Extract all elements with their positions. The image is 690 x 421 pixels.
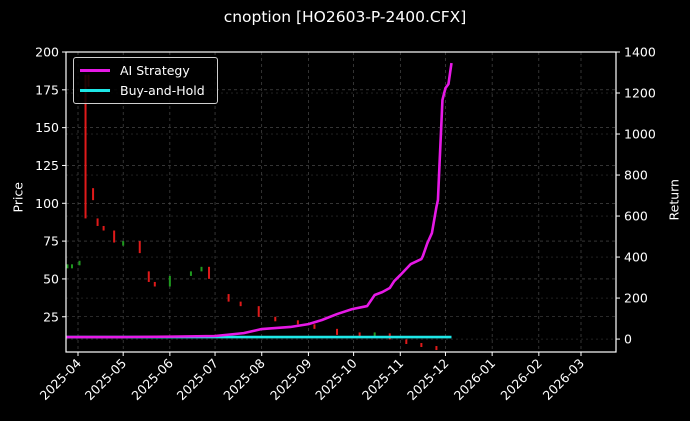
legend-item-ai-strategy: AI Strategy (80, 60, 190, 80)
svg-text:2025-09: 2025-09 (267, 355, 315, 403)
svg-text:2026-02: 2026-02 (497, 356, 545, 404)
svg-text:2025-06: 2025-06 (128, 355, 176, 403)
svg-text:2026-03: 2026-03 (540, 356, 588, 404)
svg-text:2025-05: 2025-05 (82, 356, 130, 404)
right-axis-label: Return (666, 179, 682, 221)
svg-text:800: 800 (624, 168, 648, 183)
legend-label: AI Strategy (120, 62, 190, 78)
plot-frame (65, 51, 617, 353)
candlesticks (66, 74, 438, 351)
svg-text:2025-07: 2025-07 (174, 356, 222, 404)
svg-text:2025-08: 2025-08 (220, 355, 268, 403)
legend-label: Buy-and-Hold (120, 82, 205, 98)
svg-text:600: 600 (624, 209, 648, 224)
right-axis-ticks: 0 200 400 600 800 1000 1200 1400 (616, 45, 656, 347)
legend: AI Strategy Buy-and-Hold (73, 57, 218, 104)
svg-text:75: 75 (43, 234, 59, 249)
svg-text:400: 400 (624, 250, 648, 265)
svg-text:2025-11: 2025-11 (359, 356, 407, 404)
buy-and-hold-swatch-icon (80, 88, 110, 92)
legend-item-buy-and-hold: Buy-and-Hold (80, 80, 205, 100)
svg-text:2025-10: 2025-10 (312, 355, 360, 403)
svg-text:1200: 1200 (624, 86, 656, 101)
svg-text:2026-01: 2026-01 (451, 356, 499, 404)
svg-text:175: 175 (35, 82, 59, 97)
svg-text:2025-04: 2025-04 (37, 355, 85, 403)
svg-text:0: 0 (624, 332, 632, 347)
svg-text:1000: 1000 (624, 127, 656, 142)
svg-text:1400: 1400 (624, 45, 656, 60)
svg-text:125: 125 (35, 158, 59, 173)
ai-strategy-swatch-icon (80, 68, 110, 72)
svg-text:200: 200 (35, 45, 59, 60)
svg-text:200: 200 (624, 291, 648, 306)
svg-text:2025-12: 2025-12 (404, 356, 452, 404)
svg-text:100: 100 (35, 196, 59, 211)
svg-text:25: 25 (43, 309, 59, 324)
series-lines (66, 62, 453, 339)
left-axis-label: Price (10, 182, 26, 213)
svg-text:50: 50 (43, 271, 59, 286)
left-axis-ticks: 25 50 75 100 125 150 175 200 (35, 45, 66, 324)
svg-text:150: 150 (35, 120, 59, 135)
chart-title: cnoption [HO2603-P-2400.CFX] (223, 8, 467, 26)
